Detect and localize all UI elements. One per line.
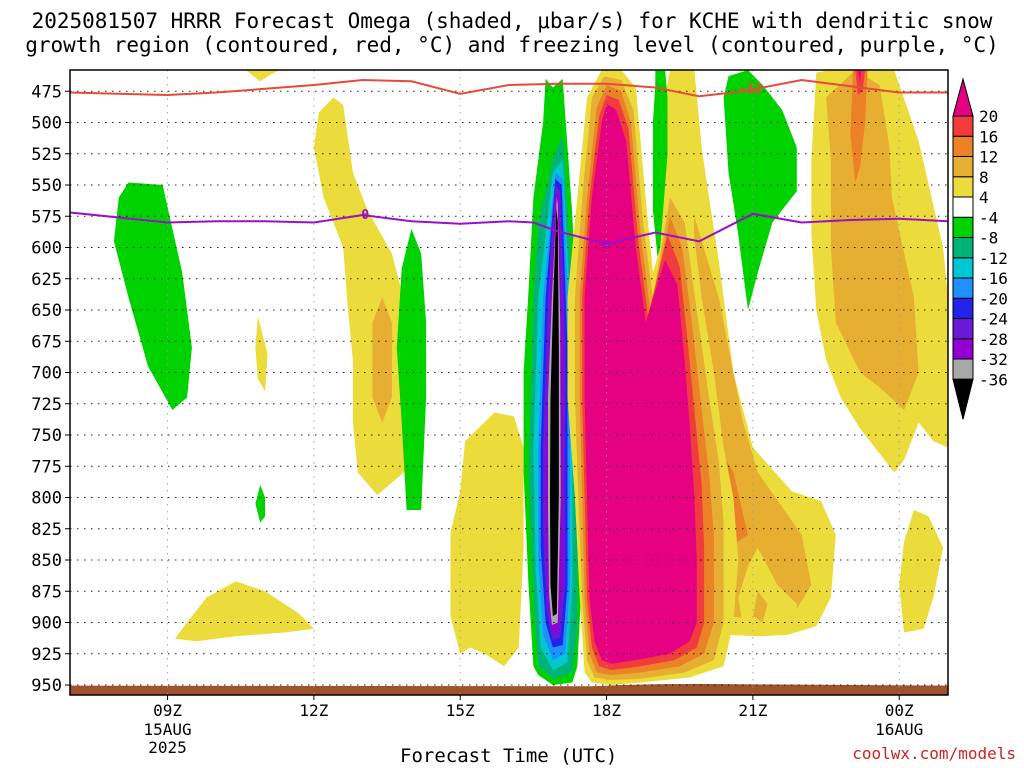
x-tick-label-18: 18Z (592, 701, 621, 720)
omega-region-20 (857, 70, 862, 83)
omega-region-5 (450, 412, 524, 667)
y-tick-label-850: 850 (31, 551, 62, 571)
colorbar-swatch-6 (952, 257, 974, 279)
omega-region-6 (113, 182, 192, 410)
colorbar-swatch-9 (952, 196, 974, 218)
y-tick-label-550: 550 (31, 176, 62, 196)
colorbar-swatch-2 (952, 338, 974, 360)
colorbar-bottom-arrow (952, 378, 974, 420)
omega-region-13 (752, 591, 768, 623)
colorbar-label-3: 8 (979, 168, 989, 187)
colorbar-swatch-10 (952, 176, 974, 198)
colorbar-label-10: -24 (979, 310, 1008, 329)
credit-text: coolwx.com/models (852, 744, 1016, 763)
y-tick-label-925: 925 (31, 645, 62, 665)
colorbar-swatch-4 (952, 297, 974, 319)
colorbar-top-arrow (952, 77, 974, 117)
y-tick-label-700: 700 (31, 364, 62, 384)
colorbar-label-9: -20 (979, 289, 1008, 308)
freezing-level-marker (602, 240, 611, 248)
omega-region-15 (723, 70, 797, 310)
y-tick-label-525: 525 (31, 145, 62, 165)
y-tick-label-575: 575 (31, 207, 62, 227)
colorbar-swatch-5 (952, 277, 974, 299)
x-tick-year-9: 2025 (148, 738, 187, 757)
x-tick-label-12: 12Z (299, 701, 328, 720)
plot-frame (69, 69, 949, 696)
colorbar-swatch-8 (952, 216, 974, 238)
y-tick-label-675: 675 (31, 332, 62, 352)
x-tick-label-15: 15Z (446, 701, 475, 720)
omega-region-2 (372, 297, 392, 423)
colorbar-label-1: 16 (979, 127, 998, 146)
colorbar-swatch-1 (952, 358, 974, 380)
colorbar-label-12: -32 (979, 350, 1008, 369)
colorbar-label-2: 12 (979, 148, 998, 167)
omega-region-21 (899, 510, 944, 633)
y-tick-label-650: 650 (31, 301, 62, 321)
y-tick-label-475: 475 (31, 82, 62, 102)
y-tick-label-800: 800 (31, 489, 62, 509)
omega-region-17 (826, 70, 919, 410)
contour-line-1 (70, 211, 948, 245)
y-tick-label-500: 500 (31, 114, 62, 134)
x-tick-label-24: 00Z (885, 701, 914, 720)
terrain-strip (70, 684, 948, 695)
omega-shading (113, 70, 948, 686)
colorbar-swatch-3 (952, 318, 974, 340)
y-tick-label-750: 750 (31, 426, 62, 446)
y-tick-label-825: 825 (31, 520, 62, 540)
omega-region-18 (850, 70, 868, 183)
colorbar-swatch-7 (952, 237, 974, 259)
y-tick-label-600: 600 (31, 239, 62, 259)
omega-region-4 (174, 581, 314, 642)
y-tick-label-625: 625 (31, 270, 62, 290)
colorbar-label-8: -16 (979, 269, 1008, 288)
colorbar-swatch-12 (952, 135, 974, 157)
y-tick-label-875: 875 (31, 582, 62, 602)
colorbar-label-7: -12 (979, 249, 1008, 268)
x-tick-date-9: 15AUG (143, 720, 191, 739)
colorbar-label-0: 20 (979, 107, 998, 126)
x-axis-label: Forecast Time (UTC) (400, 745, 618, 767)
colorbar-label-4: 4 (979, 188, 989, 207)
colorbar-label-13: -36 (979, 370, 1008, 389)
x-tick-label-9: 09Z (153, 701, 182, 720)
colorbar-label-11: -28 (979, 330, 1008, 349)
y-tick-label-900: 900 (31, 614, 62, 634)
colorbar-swatch-11 (952, 156, 974, 178)
omega-region-0 (245, 70, 280, 82)
chart-title-line-2: growth region (contoured, red, °C) and f… (25, 33, 999, 57)
y-tick-label-950: 950 (31, 676, 62, 696)
x-tick-label-21: 21Z (738, 701, 767, 720)
dgz-contour-label: -12 (739, 82, 762, 97)
freezing-level-label: 0 (361, 208, 369, 223)
omega-region-8 (255, 485, 266, 523)
colorbar-label-6: -8 (979, 229, 998, 248)
contour-line-0 (70, 78, 948, 98)
x-tick-date-24: 16AUG (875, 720, 923, 739)
omega-region-30 (550, 207, 559, 617)
omega-region-12 (738, 547, 797, 635)
omega-region-7 (396, 228, 427, 511)
y-tick-label-775: 775 (31, 457, 62, 477)
omega-region-35 (584, 103, 697, 664)
chart-title-line-1: 2025081507 HRRR Forecast Omega (shaded, … (31, 9, 993, 33)
omega-region-3 (255, 316, 268, 392)
y-tick-label-725: 725 (31, 395, 62, 415)
colorbar-swatch-13 (952, 115, 974, 137)
colorbar-label-5: -4 (979, 208, 998, 227)
